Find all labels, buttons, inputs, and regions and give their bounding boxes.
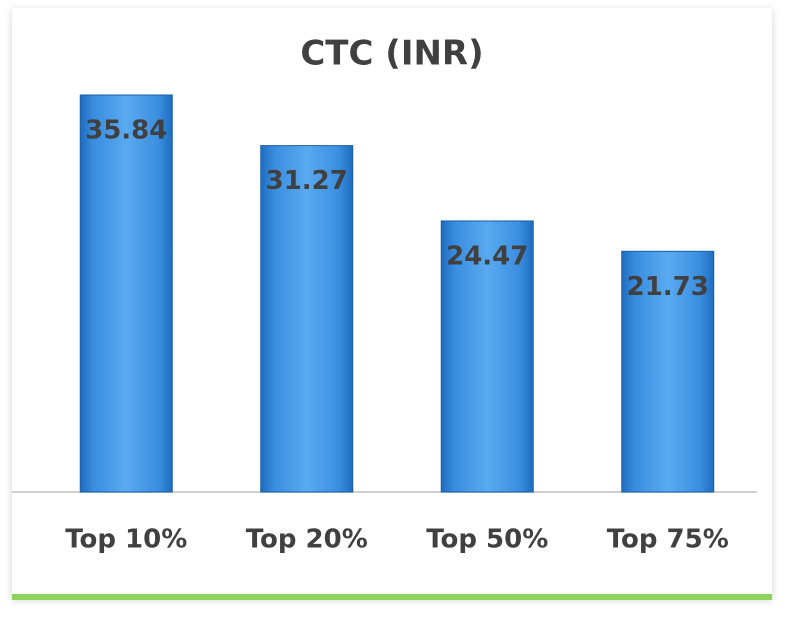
bar [260, 145, 354, 493]
value-label: 24.47 [446, 241, 528, 271]
x-tick-label: Top 75% [607, 525, 729, 555]
value-label: 31.27 [266, 166, 348, 196]
panel-accent [12, 594, 772, 600]
bar [440, 220, 534, 493]
value-label: 35.84 [85, 116, 167, 146]
bar [621, 250, 715, 493]
x-tick-label: Top 50% [426, 525, 548, 555]
bar [79, 94, 173, 493]
value-label: 21.73 [627, 272, 709, 302]
x-tick-label: Top 20% [246, 525, 368, 555]
x-tick-label: Top 10% [65, 525, 187, 555]
chart-title: CTC (INR) [300, 34, 483, 74]
